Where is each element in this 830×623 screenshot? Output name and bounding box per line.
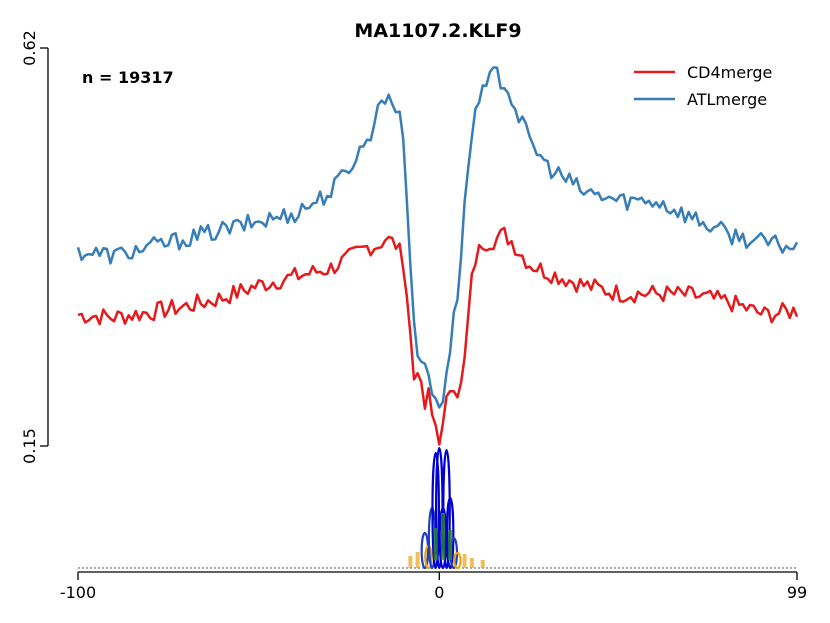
logo-letter-g [440, 513, 445, 560]
logo-letter-c [445, 496, 455, 570]
logo-letter-g [433, 528, 438, 560]
legend: CD4merge ATLmerge [634, 63, 772, 109]
logo-small-letter [480, 560, 485, 568]
logo-letter-c [453, 551, 462, 570]
logo-small-letter [469, 558, 474, 568]
chart-title: MA1107.2.KLF9 [354, 20, 521, 42]
y-tick-label: 0.15 [20, 428, 39, 464]
series-line-cd4merge [77, 226, 799, 446]
logo-letter-c [442, 448, 451, 570]
x-tick-label: -100 [60, 583, 96, 602]
logo-letter-g [448, 530, 453, 560]
legend-label: ATLmerge [687, 90, 767, 109]
y-tick-label: 0.62 [20, 30, 39, 66]
series-layer [76, 66, 799, 446]
motif-logo [78, 446, 797, 570]
x-axis: -100 0 99 [60, 571, 807, 602]
logo-letter-c [431, 451, 440, 570]
sample-count-annotation: n = 19317 [82, 68, 174, 87]
y-axis: 0.15 0.62 [20, 30, 49, 464]
logo-small-letter [462, 554, 467, 568]
legend-label: CD4merge [687, 63, 772, 82]
logo-small-letter [408, 556, 413, 568]
series-line-atlmerge [76, 66, 799, 409]
x-tick-label: 99 [787, 583, 807, 602]
logo-small-letter [415, 552, 420, 568]
x-tick-label: 0 [434, 583, 444, 602]
